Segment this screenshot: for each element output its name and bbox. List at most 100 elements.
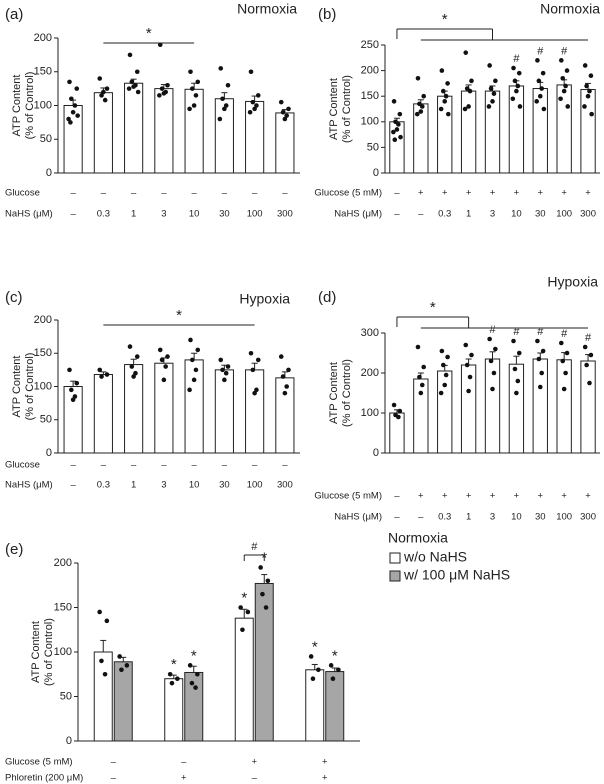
y-tick-label: 0 — [46, 167, 52, 179]
row-cell: – — [252, 460, 258, 471]
panel-title: Hypoxia — [547, 274, 598, 290]
data-point — [493, 346, 498, 352]
data-point — [466, 388, 471, 394]
row-cell: + — [181, 773, 187, 784]
y-tick-label: 0 — [373, 167, 379, 179]
data-point — [165, 354, 170, 359]
data-point — [463, 50, 469, 55]
y-tick-label: 200 — [361, 367, 379, 379]
row-cell: + — [322, 757, 328, 768]
row-cell: 300 — [277, 209, 293, 220]
data-point — [392, 137, 398, 143]
data-point — [127, 52, 133, 58]
data-point — [282, 390, 288, 396]
data-point — [175, 676, 180, 681]
data-point — [439, 68, 445, 73]
y-tick-label: 100 — [34, 380, 52, 392]
legend-label: w/ 100 μM NaHS — [403, 567, 510, 583]
bar-mark: # — [489, 324, 496, 336]
row-cell: 100 — [556, 209, 572, 220]
data-point — [537, 384, 543, 390]
y-axis-label: (% of Control) — [24, 72, 36, 140]
data-point — [131, 374, 136, 379]
data-point — [195, 671, 200, 677]
data-point — [238, 605, 243, 610]
data-point — [250, 99, 256, 105]
row-cell: 30 — [219, 480, 230, 491]
data-point — [223, 103, 229, 108]
data-point — [442, 382, 448, 388]
row-cell: + — [537, 491, 543, 502]
data-point — [135, 89, 141, 95]
data-point — [284, 113, 289, 118]
row-cell: + — [466, 188, 472, 199]
data-point — [564, 68, 570, 73]
data-point — [563, 370, 568, 376]
bar — [154, 362, 174, 454]
y-tick-label: 150 — [34, 347, 52, 359]
y-tick-label: 0 — [373, 447, 379, 459]
data-point — [252, 106, 257, 112]
data-point — [131, 84, 136, 89]
bar-mark: # — [561, 45, 568, 57]
row-cell: 0.3 — [438, 209, 451, 220]
bar — [124, 82, 144, 174]
data-point — [265, 578, 271, 584]
data-point — [222, 377, 227, 383]
data-point — [396, 122, 401, 127]
data-point — [188, 69, 193, 75]
data-point — [469, 352, 474, 358]
data-point — [99, 374, 104, 379]
data-point — [72, 103, 78, 108]
y-tick-label: 250 — [361, 39, 379, 51]
row-cell: + — [585, 188, 591, 199]
data-point — [515, 83, 521, 89]
row-cell: + — [322, 773, 328, 784]
row-cell: 0.3 — [438, 512, 451, 523]
data-point — [540, 348, 546, 354]
data-point — [414, 111, 420, 117]
y-axis-label: (% of Control) — [24, 353, 36, 421]
significance-label: * — [430, 299, 436, 316]
bar — [275, 377, 295, 454]
data-point — [462, 106, 468, 112]
data-point — [191, 103, 197, 108]
data-point — [308, 654, 314, 659]
panel-title: Normoxia — [540, 1, 600, 17]
row-cell: – — [418, 512, 424, 523]
data-point — [127, 344, 133, 349]
y-tick-label: 200 — [34, 32, 52, 44]
y-tick-label: 200 — [54, 557, 72, 569]
row-cell: + — [442, 491, 448, 502]
row-label: NaHS (μM) — [334, 209, 382, 220]
bar — [305, 669, 325, 742]
y-tick-label: 150 — [54, 601, 72, 613]
row-cell: – — [161, 460, 167, 471]
data-point — [328, 663, 334, 668]
row-cell: – — [191, 188, 197, 199]
data-point — [516, 350, 522, 356]
row-cell: – — [222, 460, 228, 471]
row-label: Glucose (5 mM) — [5, 757, 73, 768]
data-point — [439, 348, 445, 354]
data-point — [101, 89, 106, 95]
y-tick-label: 200 — [361, 65, 379, 77]
data-point — [188, 337, 193, 343]
y-axis-label: (% of Control) — [341, 75, 353, 143]
data-point — [490, 386, 495, 392]
row-cell: – — [394, 512, 400, 523]
bar — [184, 359, 204, 454]
row-cell: – — [418, 209, 424, 220]
y-tick-label: 100 — [361, 407, 379, 419]
row-cell: 300 — [580, 512, 596, 523]
data-point — [466, 104, 471, 109]
row-cell: – — [70, 188, 76, 199]
data-point — [193, 93, 199, 98]
data-point — [438, 106, 444, 112]
row-cell: 30 — [535, 209, 546, 220]
data-point — [396, 414, 401, 420]
bar — [245, 369, 265, 454]
row-cell: 10 — [189, 480, 200, 491]
data-point — [159, 357, 165, 363]
